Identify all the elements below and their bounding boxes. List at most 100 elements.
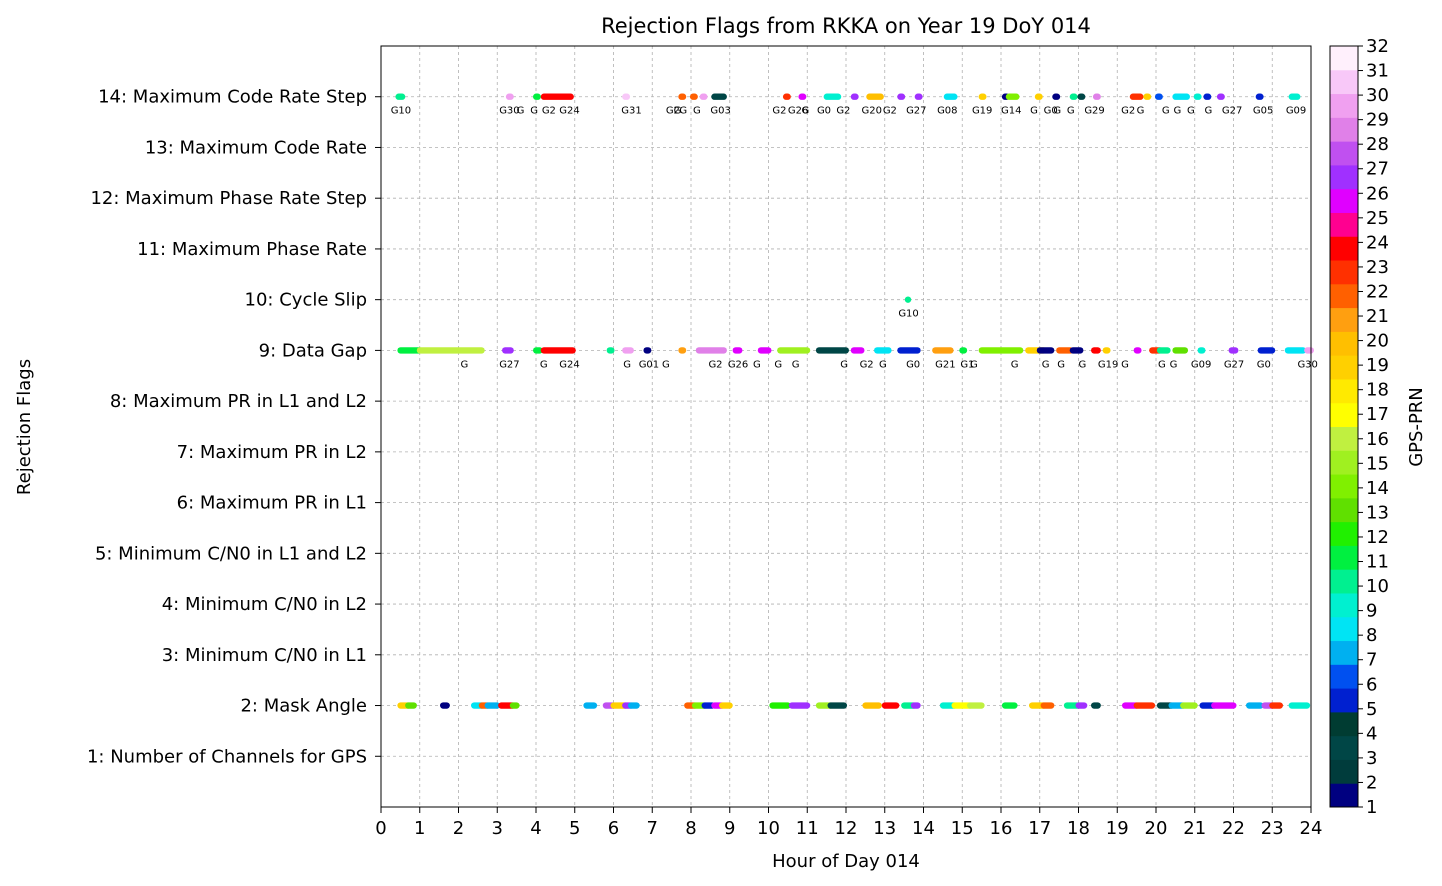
x-axis-ticks: 0 1 2 3 4 5 6 7 8 9 10 11 12 13 14 15 16 17 18 19 20 21 22 23 24 (375, 807, 1322, 839)
prn-label: G26 (728, 359, 748, 370)
colorbar-frame (1329, 45, 1359, 808)
prn-segment (1056, 347, 1074, 354)
colorbar-tick-label: 13 (1366, 502, 1389, 523)
prn-segment (1133, 347, 1142, 354)
prn-label: G0 (906, 359, 920, 370)
prn-label: G (801, 106, 809, 117)
colorbar-tick-label: 23 (1366, 257, 1389, 278)
y-tick-label: 4: Minimum C/N0 in L2 (162, 594, 367, 615)
prn-segment (943, 93, 958, 100)
prn-segment (1257, 347, 1276, 354)
colorbar-swatch (1330, 474, 1358, 499)
prn-label: G31 (621, 106, 641, 117)
prn-label: G30 (499, 106, 519, 117)
prn-segment (1216, 93, 1225, 100)
prn-segment (1288, 702, 1311, 709)
prn-segment (788, 702, 811, 709)
prn-segment (897, 93, 906, 100)
x-tick-label: 15 (951, 818, 974, 839)
prn-label: G0 (817, 106, 831, 117)
colorbar-tick-label: 21 (1366, 306, 1389, 327)
y-tick-label: 1: Number of Channels for GPS (87, 746, 367, 767)
prn-label: G29 (1084, 106, 1104, 117)
prn-segment (1203, 93, 1212, 100)
y-tick-label: 14: Maximum Code Rate Step (98, 87, 367, 108)
prn-label: G27 (1222, 106, 1242, 117)
prn-segment (914, 93, 923, 100)
x-tick-label: 21 (1183, 818, 1206, 839)
x-tick-label: 16 (990, 818, 1013, 839)
prn-label: G (1121, 359, 1129, 370)
prn-segment (699, 93, 708, 100)
prn-label: G (1030, 106, 1038, 117)
prn-label: G2 (708, 359, 722, 370)
x-tick-label: 17 (1028, 818, 1051, 839)
x-tick-label: 9 (724, 818, 735, 839)
x-tick-label: 13 (873, 818, 896, 839)
prn-segment (1228, 347, 1239, 354)
prn-segment (978, 347, 1024, 354)
colorbar-swatch (1330, 545, 1358, 570)
prn-segment (850, 93, 859, 100)
prn-segment (1304, 347, 1314, 354)
prn-label: G24 (559, 106, 579, 117)
x-tick-label: 7 (647, 818, 658, 839)
prn-label: G2 (772, 106, 786, 117)
prn-segment (1005, 93, 1020, 100)
colorbar-tick-label: 16 (1366, 429, 1389, 450)
prn-label: G08 (937, 106, 957, 117)
x-tick-label: 5 (569, 818, 580, 839)
prn-segment (1001, 702, 1018, 709)
prn-segment (627, 702, 640, 709)
prn-label: G20 (862, 106, 882, 117)
colorbar-swatch (1330, 616, 1358, 642)
prn-segment (622, 93, 631, 100)
prn-segment (622, 347, 634, 354)
prn-label: G19 (1098, 359, 1118, 370)
prn-segment (732, 347, 743, 354)
prn-segment (583, 702, 598, 709)
colorbar-swatch (1330, 69, 1358, 95)
prn-label: G (540, 359, 548, 370)
prn-segment (1172, 347, 1189, 354)
prn-segment (416, 347, 485, 354)
colorbar-tick-label: 12 (1366, 527, 1389, 548)
y-tick-label: 7: Maximum PR in L2 (177, 442, 367, 463)
colorbar-tick-label: 8 (1366, 625, 1377, 646)
prn-segment (395, 93, 406, 100)
prn-label: G05 (1253, 106, 1273, 117)
prn-segment (502, 347, 514, 354)
prn-label: G30 (1297, 359, 1317, 370)
colorbar-swatch (1330, 355, 1358, 380)
prn-label: G2 (1121, 106, 1135, 117)
prn-label: G (792, 359, 800, 370)
prn-segment (815, 347, 849, 354)
prn-label: G (662, 359, 670, 370)
colorbar-swatch (1330, 188, 1358, 213)
colorbar-tick-label: 11 (1366, 552, 1389, 573)
prn-label: G (1011, 359, 1019, 370)
prn-segment (850, 347, 865, 354)
prn-segment (405, 702, 417, 709)
colorbar-tick-label: 29 (1366, 110, 1389, 131)
prn-segment (1034, 93, 1043, 100)
x-tick-label: 8 (685, 818, 696, 839)
prn-label: G (970, 359, 978, 370)
x-tick-label: 22 (1222, 818, 1245, 839)
prn-label: G24 (559, 359, 579, 370)
prn-segment (1246, 702, 1264, 709)
prn-label: G (879, 359, 887, 370)
x-tick-label: 0 (375, 818, 386, 839)
y-tick-label: 12: Maximum Phase Rate Step (90, 188, 367, 209)
prn-label: G (460, 359, 468, 370)
colorbar-tick-label: 28 (1366, 134, 1389, 155)
x-tick-label: 12 (835, 818, 858, 839)
prn-segment (711, 93, 727, 100)
prn-segment (540, 93, 574, 100)
prn-segment (484, 702, 501, 709)
prn-segment (1269, 702, 1283, 709)
prn-label: G19 (972, 106, 992, 117)
prn-segment (533, 93, 541, 100)
